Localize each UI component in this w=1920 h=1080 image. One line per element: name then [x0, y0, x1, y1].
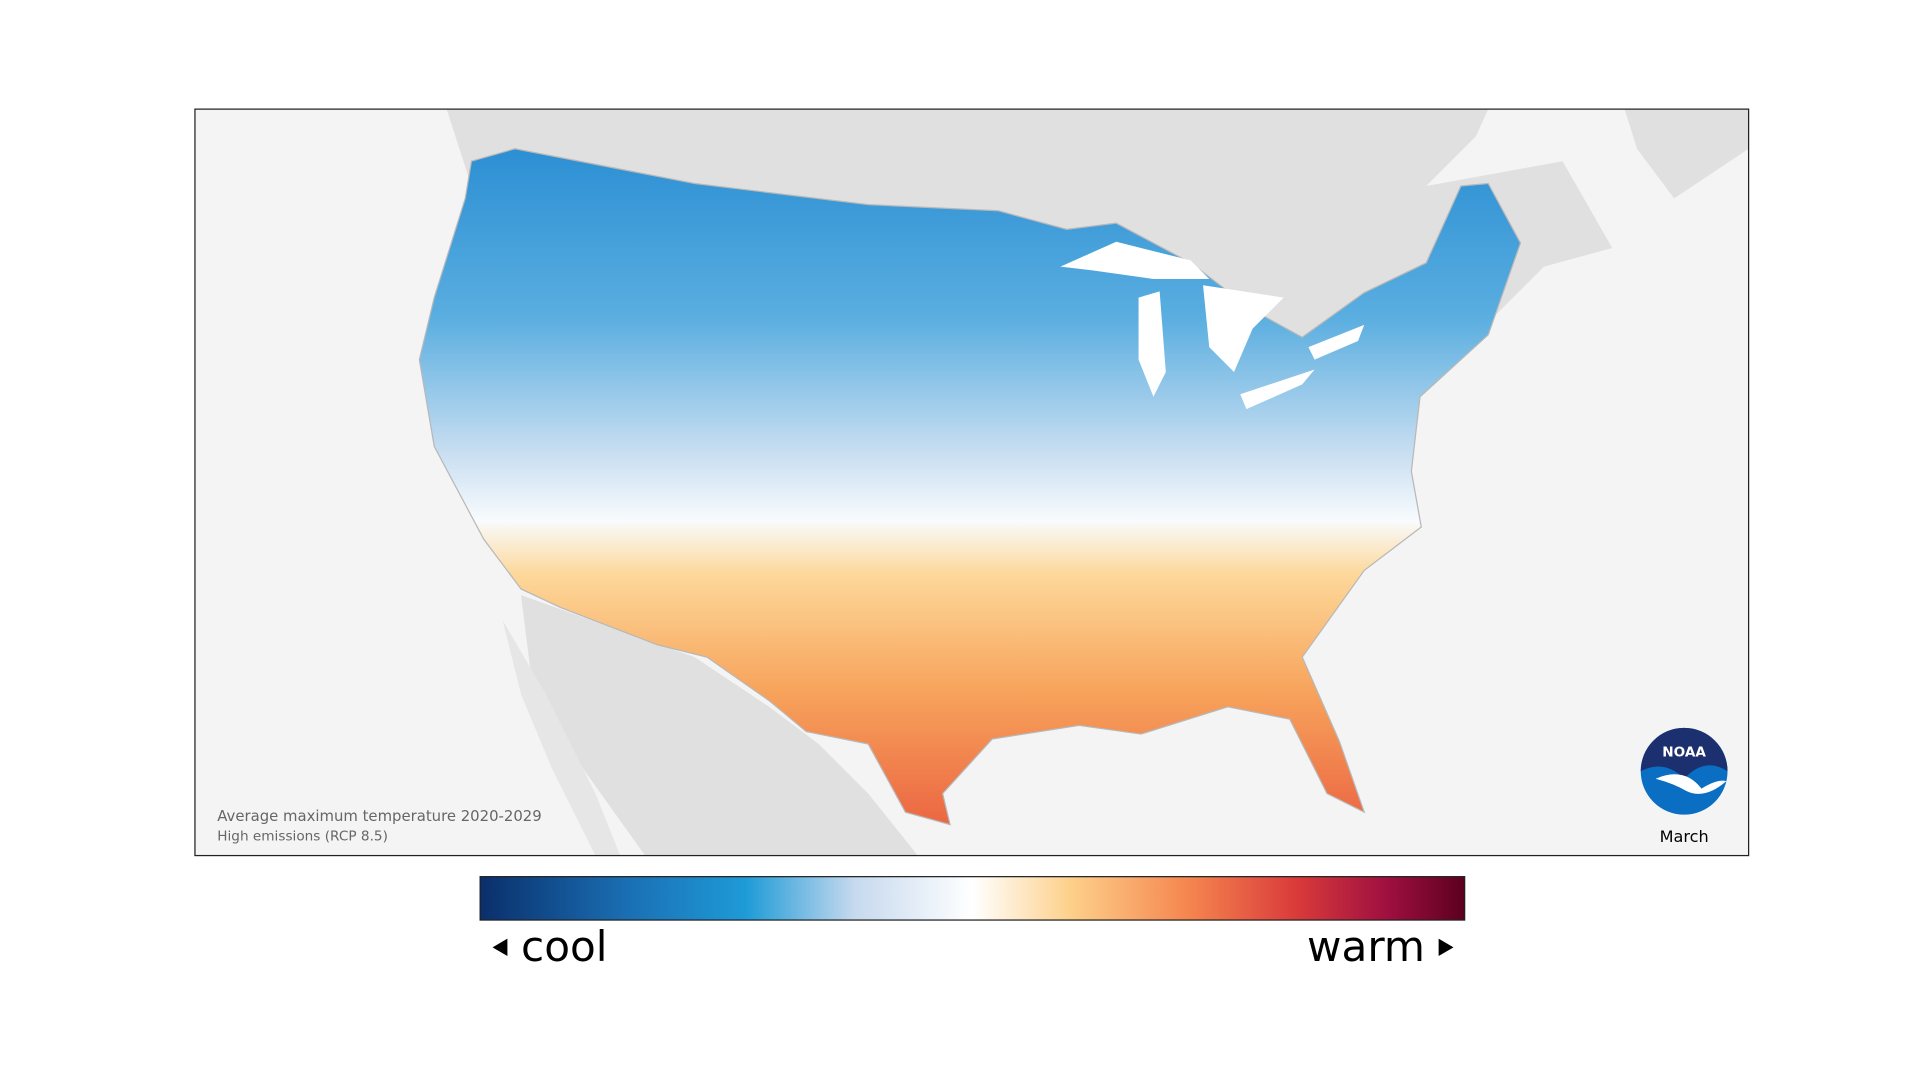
lake-huron	[1203, 285, 1284, 372]
baja	[502, 619, 621, 856]
warm-arrow	[1438, 938, 1454, 957]
cool-arrow	[492, 938, 508, 957]
noaa-logo: NOAA	[1640, 727, 1728, 815]
logo-gull	[1655, 774, 1727, 794]
logo-top	[1640, 727, 1728, 779]
lake-erie	[1240, 369, 1315, 410]
colorbar	[479, 876, 1466, 921]
logo-text: NOAA	[1662, 744, 1706, 760]
legend-low: cool	[521, 922, 607, 971]
lake-superior	[1060, 241, 1210, 279]
lake-michigan	[1138, 291, 1166, 397]
greenland-coast	[1624, 109, 1749, 199]
month-label: March	[1660, 827, 1709, 846]
map-subcaption: High emissions (RCP 8.5)	[217, 829, 388, 845]
mexico	[521, 595, 918, 856]
map-layer	[418, 109, 1749, 856]
lake-ontario	[1308, 324, 1365, 360]
legend-high: warm	[1307, 922, 1425, 971]
map-frame	[194, 108, 1750, 857]
map-caption: Average maximum temperature 2020-2029	[217, 807, 541, 825]
